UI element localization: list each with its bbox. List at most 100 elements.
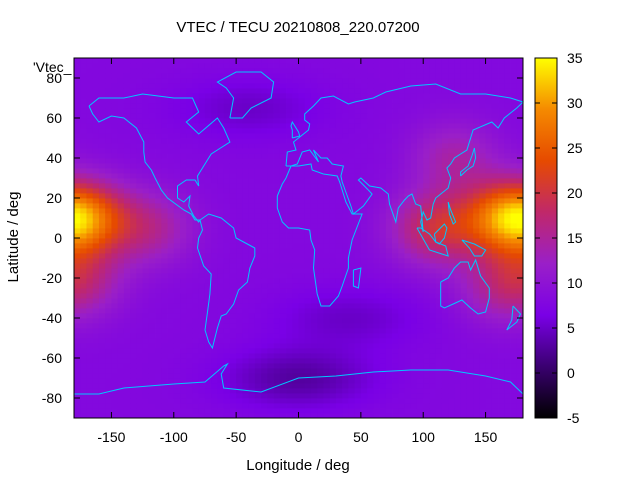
heatmap-cell: [180, 73, 187, 79]
heatmap-cell: [292, 158, 299, 164]
heatmap-cell: [198, 388, 206, 394]
heatmap-cell: [404, 73, 412, 79]
heatmap-cell: [441, 143, 449, 149]
heatmap-cell: [392, 238, 399, 244]
heatmap-cell: [398, 123, 405, 129]
heatmap-cell: [304, 383, 312, 389]
heatmap-cell: [510, 408, 518, 414]
heatmap-cell: [516, 348, 524, 354]
heatmap-cell: [329, 303, 337, 309]
heatmap-cell: [410, 328, 418, 334]
heatmap-cell: [74, 323, 81, 329]
heatmap-cell: [392, 83, 399, 89]
heatmap-cell: [117, 393, 125, 399]
heatmap-cell: [423, 408, 430, 414]
heatmap-cell: [117, 283, 125, 289]
heatmap-cell: [236, 308, 243, 314]
heatmap-cell: [473, 138, 480, 144]
heatmap-cell: [317, 158, 324, 164]
heatmap-cell: [254, 253, 262, 259]
heatmap-cell: [479, 83, 486, 89]
heatmap-cell: [155, 128, 162, 134]
heatmap-cell: [473, 358, 480, 364]
heatmap-cell: [466, 188, 474, 194]
heatmap-cell: [498, 403, 505, 409]
heatmap-cell: [367, 413, 374, 419]
heatmap-cell: [254, 203, 262, 209]
heatmap-cell: [423, 388, 430, 394]
heatmap-cell: [385, 363, 393, 369]
heatmap-cell: [267, 93, 274, 99]
heatmap-cell: [117, 178, 125, 184]
heatmap-cell: [435, 333, 443, 339]
heatmap-cell: [105, 178, 112, 184]
heatmap-cell: [485, 173, 493, 179]
heatmap-cell: [398, 183, 405, 189]
heatmap-cell: [466, 128, 474, 134]
heatmap-cell: [504, 163, 511, 169]
heatmap-cell: [248, 178, 256, 184]
heatmap-cell: [80, 268, 87, 274]
heatmap-cell: [111, 403, 119, 409]
heatmap-cell: [211, 368, 218, 374]
heatmap-cell: [373, 308, 380, 314]
heatmap-cell: [254, 258, 262, 264]
heatmap-cell: [173, 368, 181, 374]
heatmap-cell: [429, 298, 437, 304]
heatmap-cell: [155, 223, 162, 229]
heatmap-cell: [180, 308, 187, 314]
heatmap-cell: [98, 328, 106, 334]
heatmap-cell: [304, 353, 312, 359]
heatmap-cell: [479, 88, 486, 94]
heatmap-cell: [167, 283, 175, 289]
heatmap-cell: [317, 183, 324, 189]
heatmap-cell: [123, 283, 131, 289]
heatmap-cell: [504, 333, 511, 339]
heatmap-cell: [404, 88, 412, 94]
heatmap-cell: [423, 228, 430, 234]
heatmap-cell: [161, 243, 168, 249]
heatmap-cell: [404, 258, 412, 264]
heatmap-cell: [161, 168, 168, 174]
heatmap-cell: [441, 218, 449, 224]
heatmap-cell: [273, 288, 281, 294]
heatmap-cell: [398, 343, 405, 349]
heatmap-cell: [304, 328, 312, 334]
heatmap-cell: [198, 218, 206, 224]
heatmap-cell: [130, 133, 137, 139]
heatmap-cell: [186, 208, 193, 214]
heatmap-cell: [448, 278, 455, 284]
heatmap-cell: [510, 188, 518, 194]
heatmap-cell: [173, 78, 181, 84]
heatmap-cell: [148, 338, 156, 344]
heatmap-cell: [404, 173, 412, 179]
heatmap-cell: [429, 388, 437, 394]
heatmap-cell: [142, 68, 150, 74]
heatmap-cell: [92, 403, 100, 409]
heatmap-cell: [236, 278, 243, 284]
heatmap-cell: [217, 128, 225, 134]
heatmap-cell: [373, 148, 380, 154]
heatmap-cell: [211, 373, 218, 379]
heatmap-cell: [279, 338, 287, 344]
heatmap-cell: [473, 143, 480, 149]
heatmap-cell: [273, 363, 281, 369]
heatmap-cell: [167, 103, 175, 109]
heatmap-cell: [130, 373, 137, 379]
heatmap-cell: [473, 108, 480, 114]
heatmap-cell: [466, 113, 474, 119]
heatmap-cell: [117, 148, 125, 154]
heatmap-cell: [329, 253, 337, 259]
heatmap-cell: [74, 93, 81, 99]
heatmap-cell: [360, 148, 368, 154]
heatmap-cell: [491, 223, 499, 229]
heatmap-cell: [329, 383, 337, 389]
heatmap-cell: [148, 188, 156, 194]
heatmap-cell: [510, 303, 518, 309]
heatmap-cell: [498, 113, 505, 119]
heatmap-cell: [473, 328, 480, 334]
heatmap-cell: [379, 313, 387, 319]
heatmap-cell: [498, 233, 505, 239]
heatmap-cell: [373, 273, 380, 279]
heatmap-cell: [229, 413, 237, 419]
